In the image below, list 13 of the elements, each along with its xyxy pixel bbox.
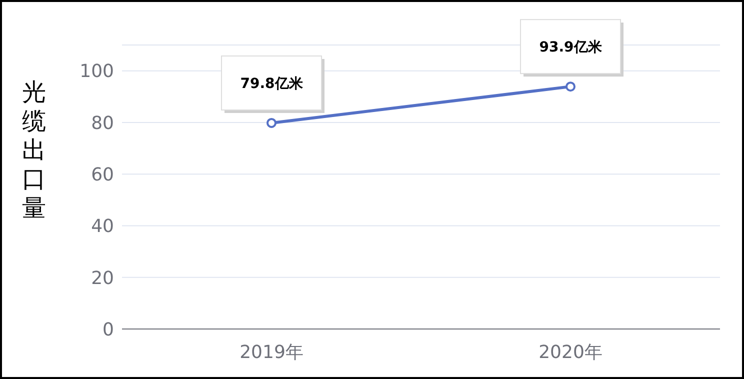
y-tick-label: 0 [102, 319, 114, 340]
y-tick-label: 80 [91, 112, 114, 134]
data-label: 93.9亿米 [539, 40, 603, 56]
y-tick-label: 40 [91, 216, 114, 238]
x-tick-label: 2020年 [538, 342, 602, 363]
y-tick-label: 100 [80, 61, 114, 82]
data-label: 79.8亿米 [240, 76, 304, 92]
y-axis-title: 光缆出口量 [21, 78, 47, 223]
y-tick-label: 60 [91, 164, 114, 186]
y-tick-label: 20 [91, 268, 114, 289]
callout-box: 79.8亿米 [221, 55, 324, 113]
callout-box: 93.9亿米 [520, 19, 624, 77]
x-tick-label: 2019年 [240, 342, 304, 363]
